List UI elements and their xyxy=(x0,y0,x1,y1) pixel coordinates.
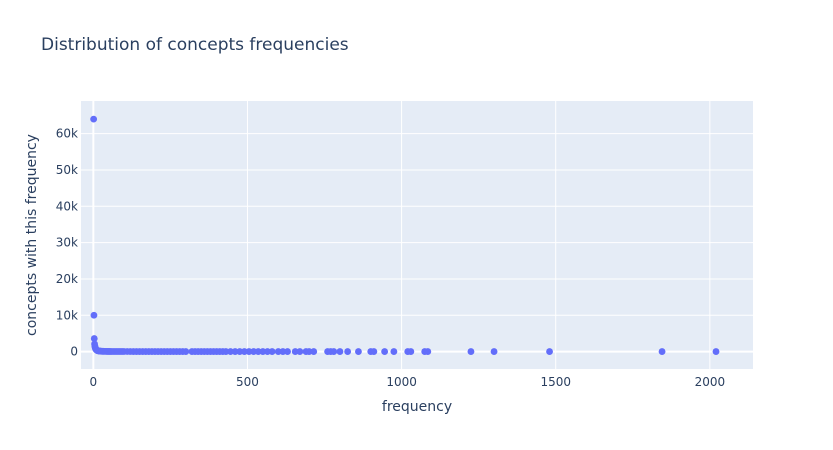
data-point xyxy=(355,348,362,355)
grid-lines xyxy=(81,101,753,369)
data-point xyxy=(370,348,378,355)
data-point xyxy=(407,348,415,355)
data-point xyxy=(268,348,276,355)
x-tick-label: 0 xyxy=(90,375,98,389)
data-point xyxy=(90,311,98,319)
y-tick-label: 40k xyxy=(56,199,78,213)
data-point xyxy=(490,348,498,355)
data-point xyxy=(90,115,98,123)
y-tick-label: 30k xyxy=(56,236,78,250)
data-point xyxy=(546,348,553,355)
data-point xyxy=(90,335,98,342)
data-point xyxy=(310,348,318,355)
y-axis-label: concepts with this frequency xyxy=(24,134,40,336)
x-tick-label: 500 xyxy=(236,375,259,389)
data-points xyxy=(90,115,720,355)
data-point xyxy=(296,348,304,355)
x-tick-label: 2000 xyxy=(695,375,726,389)
y-tick-label: 50k xyxy=(56,163,78,177)
data-point xyxy=(284,348,291,355)
data-point xyxy=(330,348,338,355)
y-tick-label: 10k xyxy=(56,308,78,322)
chart-title: Distribution of concepts frequencies xyxy=(41,35,349,55)
data-point xyxy=(336,348,344,355)
data-point xyxy=(344,348,352,355)
x-tick-label: 1000 xyxy=(386,375,417,389)
data-point xyxy=(712,348,720,355)
x-tick-label: 1500 xyxy=(540,375,571,389)
y-tick-label: 60k xyxy=(56,127,78,141)
data-point xyxy=(467,348,475,355)
plot-area xyxy=(81,101,753,369)
data-point xyxy=(658,348,666,355)
data-point xyxy=(381,348,389,355)
y-axis-ticks: 0 10k 20k 30k 40k 50k 60k xyxy=(56,127,78,359)
data-point xyxy=(424,348,432,355)
y-tick-label: 20k xyxy=(56,272,78,286)
data-point xyxy=(182,348,190,355)
y-tick-label: 0 xyxy=(70,345,78,359)
data-point xyxy=(390,348,398,355)
x-axis-ticks: 0 500 1000 1500 2000 xyxy=(90,375,726,389)
x-axis-label: frequency xyxy=(382,399,452,415)
